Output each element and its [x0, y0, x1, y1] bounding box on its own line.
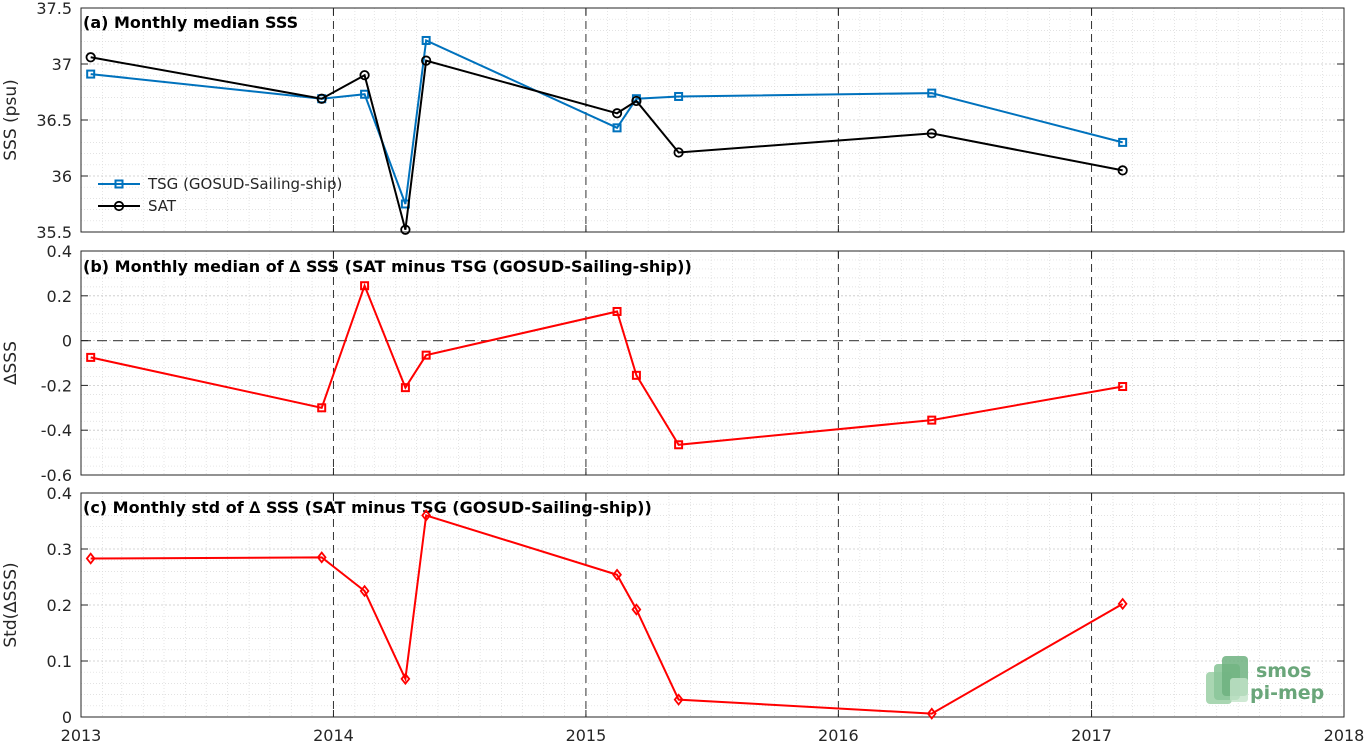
series-line	[90, 282, 1123, 446]
legend-entry: TSG (GOSUD-Sailing-ship)	[147, 175, 342, 193]
logo-line1: smos	[1256, 660, 1311, 682]
data-point	[421, 350, 431, 360]
legend: TSG (GOSUD-Sailing-ship) SAT	[98, 175, 342, 215]
data-point	[86, 352, 96, 362]
data-point	[421, 55, 432, 66]
major-grid	[81, 63, 1344, 177]
data-point	[421, 35, 431, 45]
data-point	[85, 52, 96, 63]
data-point	[1117, 165, 1128, 176]
data-point	[927, 88, 937, 98]
legend-marker	[113, 200, 125, 212]
y-tick-label: 36	[52, 167, 72, 186]
major-grid	[81, 548, 1344, 662]
y-tick-label: 0	[62, 332, 72, 351]
data-point	[421, 509, 432, 522]
data-point	[673, 147, 684, 158]
y-tick-label: 36.5	[36, 111, 72, 130]
data-point	[612, 306, 622, 316]
series-line	[90, 56, 1123, 231]
y-tick-label: -0.2	[41, 376, 72, 395]
panel-title: (b) Monthly median of ∆ SSS (SAT minus T…	[83, 257, 692, 276]
x-tick-label: 2014	[313, 726, 354, 745]
data-point	[926, 707, 937, 720]
data-point	[360, 89, 370, 99]
data-point	[316, 93, 327, 104]
year-dividers	[332, 8, 1093, 232]
series-delta	[86, 281, 1128, 450]
x-tick-label: 2015	[566, 726, 607, 745]
major-grid	[81, 295, 1344, 431]
tick-marks	[80, 250, 1345, 476]
y-tick-label: 37	[52, 55, 72, 74]
y-tick-label: 0.2	[47, 596, 72, 615]
y-tick-label: 35.5	[36, 223, 72, 242]
panel-title: (a) Monthly median SSS	[83, 13, 298, 32]
series-sat	[85, 52, 1128, 235]
series-delta	[85, 509, 1128, 720]
panel-b-delta-sss: -0.6 -0.4 -0.2 0 0.2 0.4 ∆SSS (b) Monthly media…	[1, 242, 1345, 485]
series-line	[90, 39, 1123, 205]
y-tick-label: 0.4	[47, 242, 72, 261]
logo-line2: pi-mep	[1250, 682, 1324, 704]
y-tick-label: -0.6	[41, 466, 72, 485]
year-dividers	[332, 493, 1093, 717]
data-point	[359, 70, 370, 81]
y-tick-label: 37.5	[36, 0, 72, 18]
data-point	[674, 91, 684, 101]
panel-a-sss: 35.5 36 36.5 37 37.5 SSS (psu) (a) Monthly med…	[1, 0, 1345, 242]
y-tick-label: 0.1	[47, 652, 72, 671]
data-point	[360, 281, 370, 291]
x-tick-label: 2016	[818, 726, 859, 745]
data-point	[926, 128, 937, 139]
data-point	[317, 403, 327, 413]
smos-pi-mep-logo: smos pi-mep	[1206, 656, 1324, 704]
tick-marks	[80, 492, 1345, 718]
y-tick-label: 0.2	[47, 287, 72, 306]
y-tick-label: 0.3	[47, 540, 72, 559]
data-point	[86, 69, 96, 79]
data-point	[316, 551, 327, 564]
data-point	[673, 693, 684, 706]
data-point	[631, 603, 642, 616]
minor-grid	[81, 8, 1344, 232]
data-point	[400, 224, 411, 235]
data-point	[359, 584, 370, 598]
y-tick-label: -0.4	[41, 421, 72, 440]
legend-marker	[114, 179, 124, 189]
tick-marks	[80, 7, 1345, 233]
y-tick-label: 0	[62, 708, 72, 727]
data-point	[611, 108, 623, 119]
year-dividers	[332, 251, 1093, 475]
data-point	[631, 370, 641, 380]
data-point	[1118, 137, 1128, 147]
minor-grid	[81, 251, 1344, 475]
data-point	[400, 383, 410, 393]
data-point	[400, 672, 411, 686]
data-point	[631, 95, 642, 107]
data-point	[612, 568, 622, 582]
panel-c-std-delta-sss: 0 0.1 0.2 0.3 0.4 2013 2014 2015 2016 2017 2018 Std…	[1, 484, 1364, 745]
data-point	[674, 440, 684, 450]
legend-entry: SAT	[148, 197, 177, 215]
data-point	[927, 415, 937, 425]
data-point	[1117, 597, 1128, 611]
y-axis-label: SSS (psu)	[1, 79, 21, 160]
data-point	[85, 552, 96, 565]
x-tick-label: 2017	[1071, 726, 1112, 745]
y-tick-label: 0.4	[47, 484, 72, 503]
x-tick-label: 2018	[1324, 726, 1365, 745]
series-line	[90, 514, 1124, 715]
y-axis-label: Std(∆SSS)	[1, 562, 21, 647]
x-tick-label: 2013	[61, 726, 102, 745]
logo-icon	[1206, 656, 1248, 704]
axes-box	[80, 250, 1345, 476]
panel-title: (c) Monthly std of ∆ SSS (SAT minus TSG …	[83, 498, 652, 517]
y-axis-label: ∆SSS	[1, 341, 21, 386]
data-point	[612, 123, 622, 133]
data-point	[1118, 382, 1128, 392]
